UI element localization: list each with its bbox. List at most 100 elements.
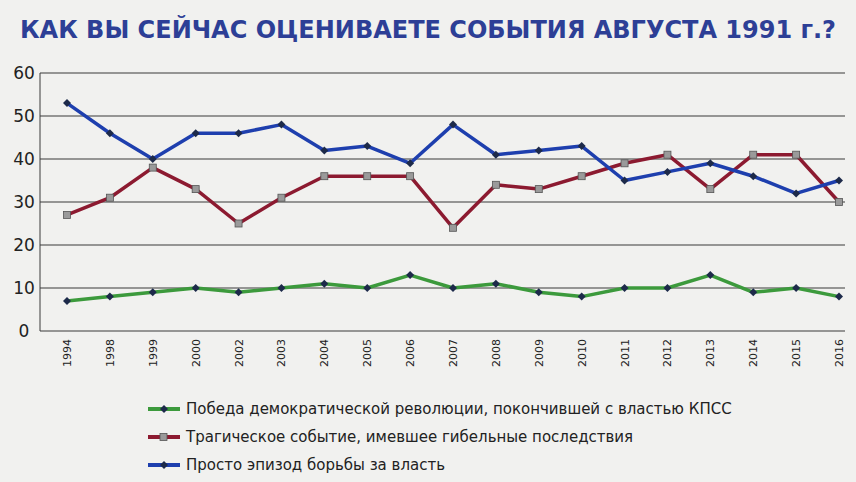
legend-label: Победа демократической революции, поконч… <box>186 400 732 418</box>
plot-area <box>63 99 843 305</box>
grid-line <box>40 244 845 245</box>
point <box>578 173 585 180</box>
title: КАК ВЫ СЕЙЧАС ОЦЕНИВАЕТЕ СОБЫТИЯ АВГУСТА… <box>20 15 836 44</box>
point <box>706 159 714 167</box>
point <box>106 194 113 201</box>
legend-label: Просто эпизод борьбы за власть <box>186 456 445 474</box>
point <box>535 288 543 296</box>
legend-marker <box>160 434 167 441</box>
y-tick-label: 10 <box>13 278 35 298</box>
point <box>149 288 157 296</box>
point <box>63 297 71 305</box>
y-tick-label: 40 <box>13 149 35 169</box>
point <box>320 146 328 154</box>
point <box>836 199 843 206</box>
x-tick-label: 2004 <box>318 339 331 367</box>
point <box>106 293 114 301</box>
x-tick-label: 2016 <box>833 339 846 367</box>
point <box>792 189 800 197</box>
series-line <box>67 275 839 301</box>
x-tick-label: 2002 <box>233 339 246 367</box>
point <box>749 288 757 296</box>
point <box>621 284 629 292</box>
y-tick-label: 20 <box>13 235 35 255</box>
point <box>750 151 757 158</box>
point <box>64 211 71 218</box>
point <box>277 284 285 292</box>
point <box>793 151 800 158</box>
point <box>192 129 200 137</box>
y-tick-label: 0 <box>19 321 30 341</box>
point <box>363 142 371 150</box>
grid-line <box>40 72 845 73</box>
legend-marker <box>160 461 168 469</box>
point <box>320 280 328 288</box>
point <box>149 164 156 171</box>
point <box>492 151 500 159</box>
x-tick-label: 1994 <box>61 339 74 367</box>
point <box>406 271 414 279</box>
point <box>235 220 242 227</box>
point <box>578 142 586 150</box>
point <box>835 293 843 301</box>
x-tick-label: 2015 <box>790 339 803 367</box>
point <box>578 293 586 301</box>
point <box>707 186 714 193</box>
x-tick-label: 2014 <box>747 339 760 367</box>
x-tick-label: 2011 <box>619 339 632 367</box>
x-tick-label: 2013 <box>704 339 717 367</box>
x-tick-label: 2003 <box>275 339 288 367</box>
point <box>235 129 243 137</box>
x-tick-label: 2000 <box>190 339 203 367</box>
point <box>663 168 671 176</box>
background <box>0 0 856 482</box>
point <box>621 160 628 167</box>
point <box>363 284 371 292</box>
x-tick-label: 2007 <box>447 339 460 367</box>
point <box>664 151 671 158</box>
point <box>63 99 71 107</box>
y-tick-label: 60 <box>13 63 35 83</box>
point <box>663 284 671 292</box>
y-tick-label: 50 <box>13 106 35 126</box>
point <box>535 186 542 193</box>
point <box>106 129 114 137</box>
grid-line <box>40 115 845 116</box>
point <box>406 159 414 167</box>
grid-line <box>40 201 845 202</box>
point <box>321 173 328 180</box>
point <box>492 280 500 288</box>
point <box>835 177 843 185</box>
x-tick-label: 2006 <box>404 339 417 367</box>
point <box>149 155 157 163</box>
x-tick-label: 1998 <box>104 339 117 367</box>
point <box>192 284 200 292</box>
grid-line <box>40 158 845 159</box>
x-tick-label: 2008 <box>490 339 503 367</box>
point <box>621 177 629 185</box>
grid-line <box>40 330 845 331</box>
point <box>450 224 457 231</box>
y-axis <box>40 73 41 331</box>
point <box>192 186 199 193</box>
legend-label: Трагическое событие, имевшее гибельные п… <box>185 428 633 446</box>
point <box>749 172 757 180</box>
legend-marker <box>160 405 168 413</box>
point <box>449 284 457 292</box>
point <box>492 181 499 188</box>
x-tick-label: 2009 <box>533 339 546 367</box>
y-tick-label: 30 <box>13 192 35 212</box>
series-line <box>67 103 839 193</box>
point <box>792 284 800 292</box>
x-tick-label: 1999 <box>147 339 160 367</box>
point <box>407 173 414 180</box>
x-tick-label: 2010 <box>576 339 589 367</box>
point <box>278 194 285 201</box>
x-tick-label: 2005 <box>361 339 374 367</box>
point <box>449 121 457 129</box>
point <box>235 288 243 296</box>
point <box>277 121 285 129</box>
point <box>706 271 714 279</box>
grid-line <box>40 287 845 288</box>
point <box>535 146 543 154</box>
